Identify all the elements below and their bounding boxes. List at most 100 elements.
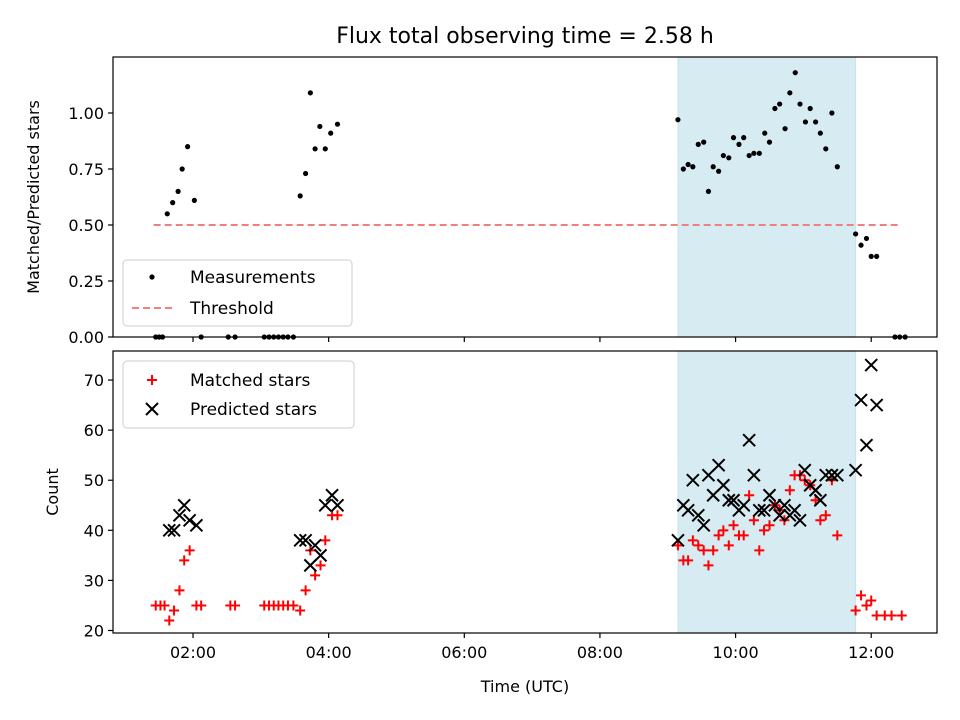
matched-star-point xyxy=(850,605,861,616)
measurement-point xyxy=(834,164,840,170)
legend-predicted-label: Predicted stars xyxy=(190,400,317,420)
predicted-star-point xyxy=(777,498,792,512)
predicted-star-point xyxy=(859,438,874,452)
matched-star-point xyxy=(332,510,343,521)
y-axis-label: Matched/Predicted stars xyxy=(24,100,43,294)
measurement-point xyxy=(328,130,334,136)
predicted-star-point xyxy=(742,433,756,447)
measurement-point xyxy=(792,70,798,76)
matched-star-point xyxy=(230,600,241,611)
predicted-star-point xyxy=(747,468,761,482)
measurement-point xyxy=(179,166,185,172)
matched-star-point xyxy=(698,545,709,556)
measurement-point xyxy=(802,119,809,125)
predicted-star-point xyxy=(757,503,771,517)
predicted-star-point xyxy=(671,533,685,548)
x-tick-label: 08:00 xyxy=(577,643,623,662)
predicted-star-point xyxy=(686,473,700,487)
predicted-star-point xyxy=(330,498,345,512)
measurement-point xyxy=(705,188,712,194)
measurement-point xyxy=(782,126,788,132)
predicted-star-point xyxy=(864,358,878,372)
matched-star-point xyxy=(754,545,765,556)
measurement-point xyxy=(710,164,716,170)
x-axis-label: Time (UTC) xyxy=(480,677,569,696)
predicted-star-point xyxy=(830,468,845,482)
predicted-star-point xyxy=(167,523,181,538)
predicted-star-point xyxy=(772,508,787,522)
x-tick-label: 12:00 xyxy=(848,643,894,662)
predicted-star-point xyxy=(681,503,695,517)
measurement-point xyxy=(675,117,681,123)
measurement-point xyxy=(853,231,859,237)
measurement-point xyxy=(680,166,686,172)
measurement-point xyxy=(701,139,707,145)
legend-box xyxy=(122,259,353,327)
matched-star-point xyxy=(184,545,195,556)
predicted-star-point xyxy=(189,518,204,533)
measurement-point xyxy=(720,152,726,159)
y-tick-label: 0.00 xyxy=(68,328,104,347)
matched-star-point xyxy=(672,540,683,551)
measurement-point xyxy=(766,139,773,145)
legend-matched-label: Matched stars xyxy=(190,371,310,391)
predicted-star-point xyxy=(854,393,868,407)
predicted-star-point xyxy=(711,458,726,472)
predicted-star-point xyxy=(172,508,187,522)
top-panel: 0.00 0.25 0.50 0.75 1.00 Matched/Predicted st… xyxy=(24,56,938,347)
legend: Measurements Threshold xyxy=(122,259,353,327)
x-tick-label: 06:00 xyxy=(441,643,487,662)
measurement-point xyxy=(751,150,757,156)
measurement-point xyxy=(730,135,737,141)
measurement-point xyxy=(685,161,691,168)
matched-star-point xyxy=(164,615,175,626)
matched-star-point xyxy=(856,590,867,601)
measurement-point xyxy=(317,123,323,130)
matched-star-point xyxy=(784,485,795,496)
y-tick-label: 50 xyxy=(84,471,104,490)
measurement-point xyxy=(334,121,341,127)
measurement-point xyxy=(726,155,732,161)
bottom-panel: 20 30 40 50 60 70 02:00 04:00 06:00 08:00 10:00 12:… xyxy=(43,350,938,696)
predicted-star-point xyxy=(303,558,318,573)
predicted-star-point xyxy=(726,493,741,507)
predicted-star-point xyxy=(768,498,782,512)
measurement-point xyxy=(863,235,870,242)
predicted-star-point xyxy=(819,468,833,482)
measurement-point xyxy=(736,141,742,147)
measurement-point xyxy=(322,146,328,152)
measurement-point xyxy=(746,152,752,159)
matched-star-point xyxy=(693,540,704,551)
predicted-star-point xyxy=(293,533,307,548)
predicted-star-point xyxy=(793,513,807,528)
predicted-star-point xyxy=(313,548,328,563)
matched-star-point xyxy=(748,515,759,526)
predicted-star-point xyxy=(825,468,839,482)
predicted-star-point xyxy=(869,398,884,412)
matched-star-point xyxy=(174,585,185,596)
matched-star-point xyxy=(179,555,190,566)
matched-star-point xyxy=(886,610,897,621)
measurement-point xyxy=(164,211,170,217)
matched-star-point xyxy=(820,510,831,521)
predicted-star-point xyxy=(762,488,777,502)
measurement-point xyxy=(823,146,829,152)
predicted-star-point xyxy=(701,468,716,482)
x-tick-label: 10:00 xyxy=(713,643,759,662)
y-tick-label: 0.50 xyxy=(68,216,104,235)
measurement-point xyxy=(297,193,303,199)
legend: Matched stars Predicted stars xyxy=(122,360,355,429)
measurement-point xyxy=(807,105,813,112)
measurement-point xyxy=(787,90,793,96)
measurement-point xyxy=(191,197,197,203)
matched-star-point xyxy=(713,530,724,541)
matched-star-point xyxy=(687,535,698,546)
y-tick-label: 20 xyxy=(84,621,104,640)
predicted-star-point xyxy=(706,488,720,502)
y-tick-label: 1.00 xyxy=(68,104,104,123)
matched-star-point xyxy=(815,515,826,526)
predicted-star-point xyxy=(787,503,802,517)
predicted-star-point xyxy=(813,493,828,507)
matched-star-point xyxy=(738,530,749,541)
y-tick-label: 30 xyxy=(84,571,104,590)
